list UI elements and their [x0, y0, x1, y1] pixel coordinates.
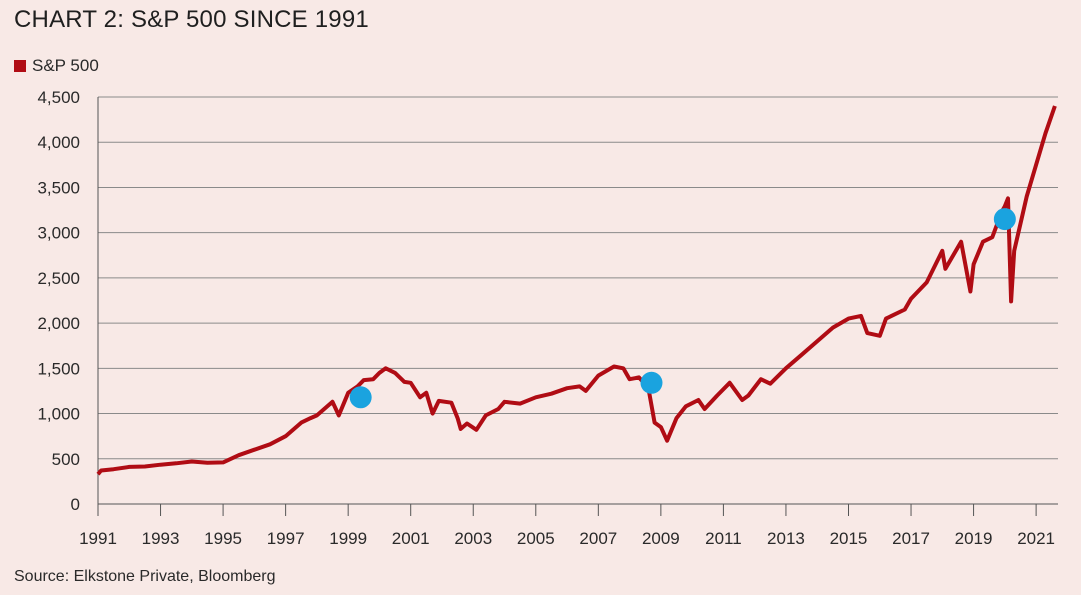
legend-label: S&P 500 — [32, 56, 99, 75]
y-tick-label: 1,000 — [37, 405, 80, 424]
x-tick-label: 2019 — [955, 529, 993, 548]
x-axis: 1991 1993 1995 1997 1999 2001 2003 2005 2007 2009… — [79, 504, 1055, 548]
x-tick-label: 2013 — [767, 529, 805, 548]
y-tick-label: 2,500 — [37, 269, 80, 288]
x-tick-label: 2005 — [517, 529, 555, 548]
x-tick-label: 2017 — [892, 529, 930, 548]
x-tick-label: 2015 — [830, 529, 868, 548]
highlight-marker — [640, 371, 663, 394]
x-tick-label: 2009 — [642, 529, 680, 548]
source-note: Source: Elkstone Private, Bloomberg — [14, 568, 276, 585]
x-tick-label: 1999 — [329, 529, 367, 548]
y-tick-label: 500 — [52, 450, 80, 469]
y-tick-label: 3,500 — [37, 178, 80, 197]
markers — [349, 208, 1016, 409]
y-tick-label: 3,000 — [37, 224, 80, 243]
gridlines — [97, 96, 1058, 516]
y-tick-label: 4,000 — [37, 133, 80, 152]
series — [96, 105, 1057, 476]
highlight-marker — [993, 208, 1016, 231]
y-tick-label: 2,000 — [37, 314, 80, 333]
x-tick-label: 2001 — [392, 529, 430, 548]
y-tick-label: 4,500 — [37, 88, 80, 107]
series-line-sp500 — [96, 105, 1057, 476]
y-tick-label: 0 — [71, 495, 80, 514]
x-tick-label: 1997 — [267, 529, 305, 548]
x-tick-label: 2007 — [579, 529, 617, 548]
legend-swatch — [14, 60, 26, 72]
x-tick-label: 2003 — [454, 529, 492, 548]
x-tick-label: 1993 — [142, 529, 180, 548]
y-tick-label: 1,500 — [37, 359, 80, 378]
x-tick-label: 2011 — [705, 529, 742, 548]
highlight-marker — [349, 386, 372, 409]
x-tick-label: 1991 — [79, 529, 117, 548]
x-tick-label: 1995 — [204, 529, 242, 548]
y-axis: 0 500 1,000 1,500 2,000 2,500 3,000 3,500 4,000 4… — [37, 88, 80, 514]
chart-title: CHART 2: S&P 500 SINCE 1991 — [14, 6, 369, 33]
x-tick-label: 2021 — [1017, 529, 1055, 548]
legend: S&P 500 — [14, 56, 99, 76]
